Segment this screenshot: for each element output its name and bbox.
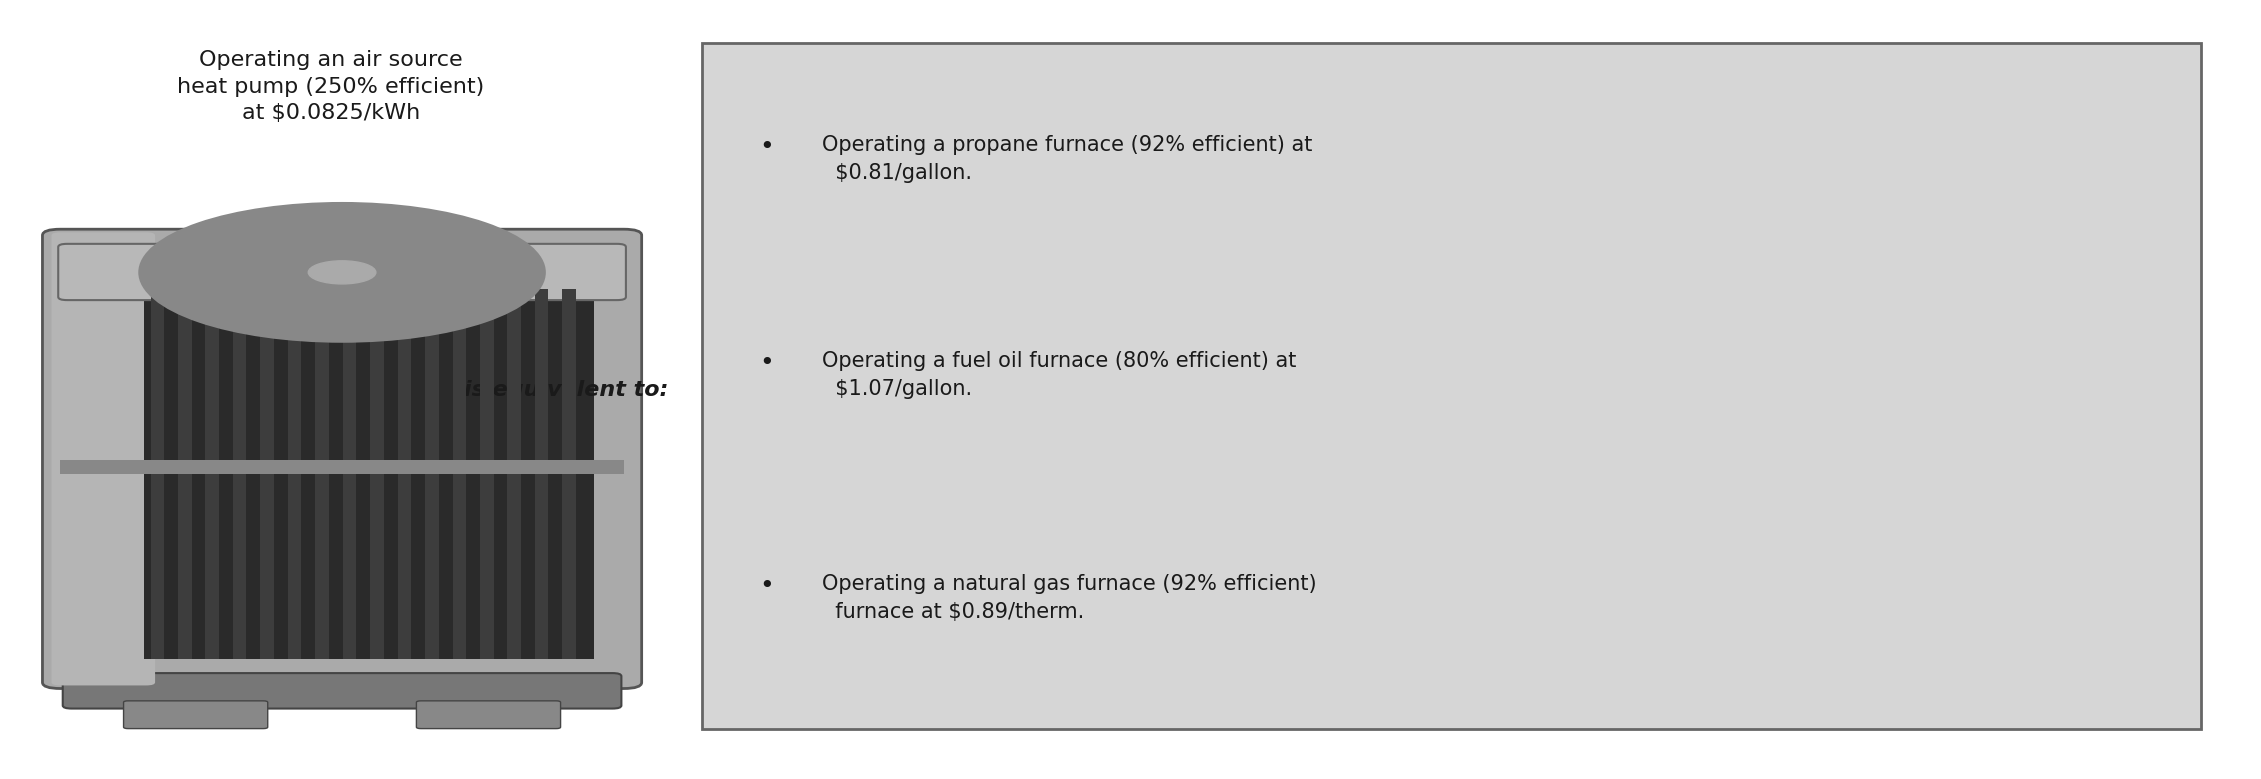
Text: is equivalent to:: is equivalent to: (464, 379, 669, 400)
FancyBboxPatch shape (63, 673, 622, 709)
Text: Operating a natural gas furnace (92% efficient)
  furnace at $0.89/therm.: Operating a natural gas furnace (92% eff… (823, 574, 1316, 622)
Text: Operating a fuel oil furnace (80% efficient) at
  $1.07/gallon.: Operating a fuel oil furnace (80% effici… (823, 351, 1296, 399)
FancyBboxPatch shape (452, 289, 466, 659)
FancyBboxPatch shape (59, 244, 626, 300)
FancyBboxPatch shape (260, 289, 274, 659)
FancyBboxPatch shape (151, 289, 165, 659)
FancyBboxPatch shape (479, 289, 493, 659)
FancyBboxPatch shape (344, 289, 357, 659)
FancyBboxPatch shape (61, 460, 624, 474)
FancyBboxPatch shape (233, 289, 246, 659)
FancyBboxPatch shape (145, 289, 595, 659)
Text: Operating a propane furnace (92% efficient) at
  $0.81/gallon.: Operating a propane furnace (92% efficie… (823, 136, 1311, 183)
FancyBboxPatch shape (43, 229, 642, 689)
FancyBboxPatch shape (52, 232, 156, 686)
Text: •: • (760, 574, 773, 598)
Circle shape (307, 261, 375, 284)
FancyBboxPatch shape (536, 289, 549, 659)
Circle shape (140, 203, 545, 342)
FancyBboxPatch shape (314, 289, 328, 659)
FancyBboxPatch shape (563, 289, 577, 659)
FancyBboxPatch shape (206, 289, 219, 659)
FancyBboxPatch shape (124, 701, 267, 728)
FancyBboxPatch shape (179, 289, 192, 659)
Text: •: • (760, 351, 773, 375)
FancyBboxPatch shape (506, 289, 520, 659)
Text: Operating an air source
heat pump (250% efficient)
at $0.0825/kWh: Operating an air source heat pump (250% … (176, 51, 484, 123)
FancyBboxPatch shape (398, 289, 412, 659)
FancyBboxPatch shape (371, 289, 384, 659)
FancyBboxPatch shape (287, 289, 301, 659)
FancyBboxPatch shape (703, 43, 2200, 728)
FancyBboxPatch shape (416, 701, 561, 728)
FancyBboxPatch shape (425, 289, 439, 659)
Text: •: • (760, 136, 773, 159)
